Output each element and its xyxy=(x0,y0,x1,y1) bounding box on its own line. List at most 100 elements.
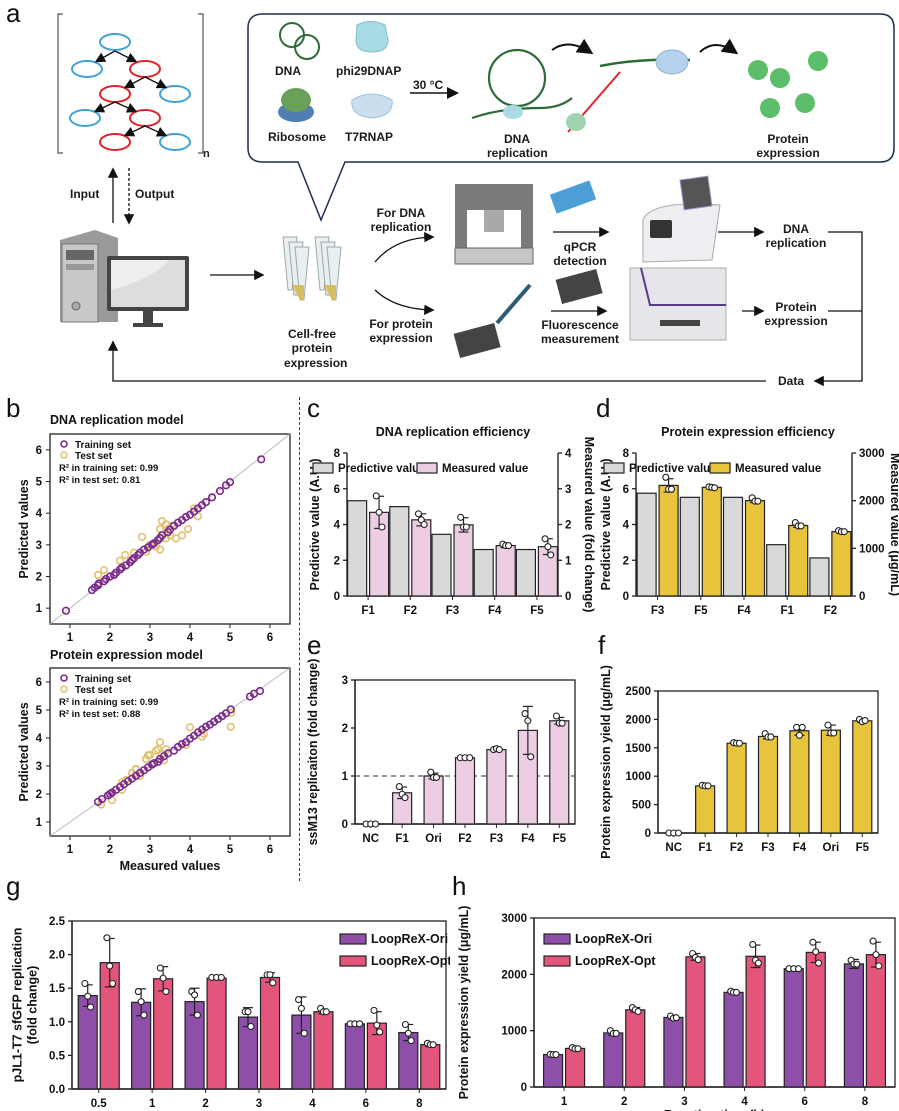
right-tick-label: 0 xyxy=(859,591,865,603)
bar-looprex-opt xyxy=(420,1044,441,1090)
legend-label: Test set xyxy=(75,685,113,696)
x-tick-label: 8 xyxy=(862,1096,869,1108)
bar-looprex-ori xyxy=(542,1054,564,1088)
replicate-point xyxy=(266,971,274,979)
left-tick-label: 3 xyxy=(342,675,348,687)
legend-swatch xyxy=(603,462,625,474)
legend-label: Training set xyxy=(75,674,132,685)
left-tick-label: 0 xyxy=(334,591,340,603)
output-label: Output xyxy=(135,187,175,201)
left-axis-label: Protein expression yield (μg/mL) xyxy=(457,906,471,1100)
legend-swatch xyxy=(543,955,571,967)
bar-measured-value xyxy=(701,486,722,597)
x-tick-label: F1 xyxy=(780,605,794,617)
replicate-point xyxy=(376,1028,384,1036)
left-tick-label: 1000 xyxy=(501,1026,527,1038)
x-tick-label: NC xyxy=(362,833,379,845)
ribosome-label: Ribosome xyxy=(268,130,327,144)
replicate-point xyxy=(466,754,474,762)
bar-predictive-value xyxy=(809,557,830,597)
dna-replication-step-label: DNA replication xyxy=(487,132,548,161)
x-tick-label: 3 xyxy=(256,1098,262,1110)
phi29dnap-icon xyxy=(355,21,389,53)
step-arrow-1 xyxy=(551,38,594,55)
polymerase-icon xyxy=(503,105,523,119)
y-tick-label: 3 xyxy=(36,540,42,552)
replicate-point xyxy=(793,723,801,731)
replicate-point xyxy=(457,513,465,521)
bar-ssm13 xyxy=(454,757,476,825)
chart-dna-replication-efficiency: DNA replication efficiency 0 2 4 6 8 Predictiv… xyxy=(308,425,595,617)
chart-title: Protein expression model xyxy=(50,648,203,662)
replicate-point xyxy=(193,1011,201,1019)
tree-node xyxy=(71,60,103,78)
left-axis-label: Predictive value (A.U.) xyxy=(599,459,613,591)
panel-label-h: h xyxy=(452,871,467,901)
plot-frame xyxy=(49,667,291,837)
data-point-training-set xyxy=(149,759,159,768)
left-tick-label: 2.0 xyxy=(49,950,65,962)
replicate-point xyxy=(527,753,535,761)
tree-node xyxy=(129,109,161,127)
panel-label-c: c xyxy=(307,393,320,423)
chart-ssm13-replication: 0 1 2 3 ssM13 replicaiton (fold change) NC F1 O… xyxy=(306,659,576,845)
replicate-point xyxy=(137,998,145,1006)
replicate-point xyxy=(541,535,549,543)
data-point-training-set xyxy=(177,740,187,749)
bar-looprex-opt xyxy=(625,1009,646,1088)
bar-predictive-value xyxy=(389,506,410,597)
replicate-point xyxy=(191,991,199,999)
replicate-point xyxy=(574,1045,582,1053)
replicate-point xyxy=(87,1003,95,1011)
left-tick-label: 4 xyxy=(623,520,630,532)
data-point-training-set xyxy=(61,606,71,615)
x-tick-label: 6 xyxy=(802,1096,808,1108)
replicate-point xyxy=(372,492,380,500)
left-tick-label: 2 xyxy=(334,555,340,567)
protein-expression-result-label: Protein expression xyxy=(764,300,828,329)
legend-label: LoopReX-Ori xyxy=(371,932,448,946)
legend-label: LoopReX-Ori xyxy=(575,932,652,946)
data-point-training-set xyxy=(117,563,127,572)
replicate-point xyxy=(375,508,383,516)
plate-icon xyxy=(453,322,501,358)
chart-dna-replication-model: DNA replication model123456123456Measure… xyxy=(17,413,291,643)
left-tick-label: 3000 xyxy=(501,913,527,925)
right-tick-label: 1 xyxy=(565,555,572,567)
algorithm-bracket xyxy=(57,13,204,154)
data-point-test-set xyxy=(189,504,199,513)
replicate-point xyxy=(269,979,277,987)
replicate-point xyxy=(295,996,303,1004)
tree-node xyxy=(99,133,131,151)
y-tick-label: 4 xyxy=(36,733,43,745)
chart-protein-yield-time: 0 1000 2000 3000 Protein expression yield (μ… xyxy=(457,906,896,1111)
bar-yield xyxy=(695,785,716,834)
for-protein-expression-label: For protein expression xyxy=(369,317,433,346)
replicate-point xyxy=(322,1008,330,1016)
replicate-point xyxy=(356,1020,364,1028)
left-tick-label: 8 xyxy=(623,448,630,460)
data-point-test-set xyxy=(137,532,147,542)
tree-node xyxy=(69,109,101,127)
cfpe-label: Cell-free protein expression xyxy=(284,327,348,370)
x-tick-label: F2 xyxy=(404,605,417,617)
dna-icon xyxy=(279,22,320,60)
left-tick-label: 1 xyxy=(342,771,349,783)
x-tick-label: 8 xyxy=(416,1098,423,1110)
data-point-test-set xyxy=(115,556,125,565)
replicate-point xyxy=(159,974,167,982)
panel-label-g: g xyxy=(6,871,21,901)
left-tick-label: 1500 xyxy=(625,743,651,755)
replicate-point xyxy=(704,782,712,790)
bar-measured-value xyxy=(495,544,516,597)
data-point-test-set xyxy=(99,566,109,575)
replicate-point xyxy=(840,528,848,536)
replicate-point xyxy=(558,719,566,727)
data-point-training-set xyxy=(257,455,266,464)
data-point-training-set xyxy=(115,565,125,574)
x-tick-label: F3 xyxy=(490,833,503,845)
bar-predictive-value xyxy=(515,548,536,597)
data-point-test-set xyxy=(93,570,103,580)
replicate-point xyxy=(505,542,513,550)
for-dna-replication-label: For DNA replication xyxy=(370,206,432,235)
